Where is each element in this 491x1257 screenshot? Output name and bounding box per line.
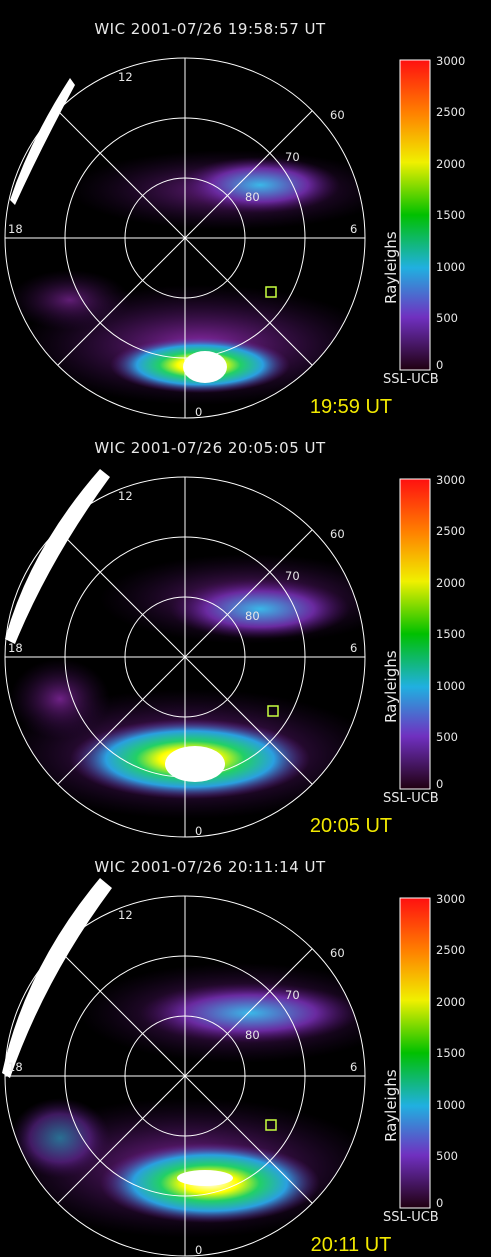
- panel-2: WIC 2001-07/26 20:05:05 UT 12 0 18 6 60: [0, 419, 491, 838]
- colorbar-tick: 2500: [436, 943, 466, 957]
- colorbar-label: Rayleighs: [382, 231, 400, 304]
- colorbar-tick: 3000: [436, 54, 466, 68]
- limb-glow: [5, 469, 110, 644]
- auroral-image: [4, 469, 431, 838]
- grid-label-midnight: 0: [195, 405, 203, 419]
- colorbar-tick: 2500: [436, 105, 466, 119]
- panel-3: WIC 2001-07/26 20:11:14 UT 12 0 18 6 60: [0, 838, 491, 1257]
- grid-label-lat70: 70: [285, 569, 300, 583]
- panel-title: WIC 2001-07/26 20:05:05 UT: [94, 439, 326, 457]
- auroral-image: [4, 57, 431, 419]
- panel-title: WIC 2001-07/26 20:11:14 UT: [94, 858, 326, 876]
- grid-label-lat80: 80: [245, 1028, 260, 1042]
- grid-label-dawn: 6: [350, 222, 358, 236]
- grid-label-noon: 12: [118, 489, 133, 503]
- grid-label-lat60: 60: [330, 946, 345, 960]
- colorbar-tick: 0: [436, 777, 444, 791]
- colorbar: [399, 59, 431, 371]
- time-label: 20:11 UT: [310, 1234, 392, 1256]
- colorbar-tick: 1500: [436, 1046, 466, 1060]
- colorbar-tick: 2000: [436, 576, 466, 590]
- colorbar-tick: 0: [436, 1196, 444, 1210]
- panel-1: WIC 2001-07/26 19:58:57 UT: [0, 0, 491, 419]
- credit-label: SSL-UCB: [383, 372, 439, 387]
- grid-label-dusk: 18: [8, 222, 23, 236]
- colorbar-tick: 1500: [436, 627, 466, 641]
- limb-glow: [10, 78, 75, 205]
- grid-label-lat70: 70: [285, 150, 300, 164]
- marker-box: [265, 286, 277, 298]
- grid-label-lat60: 60: [330, 527, 345, 541]
- credit-label: SSL-UCB: [383, 791, 439, 806]
- colorbar-tick: 500: [436, 1149, 458, 1163]
- colorbar-tick: 1000: [436, 1098, 466, 1112]
- polar-grid: [4, 476, 366, 838]
- colorbar-tick: 1000: [436, 679, 466, 693]
- grid-label-noon: 12: [118, 70, 133, 84]
- time-label: 19:59 UT: [309, 396, 393, 418]
- grid-label-lat60: 60: [330, 108, 345, 122]
- limb-glow: [2, 878, 112, 1078]
- colorbar-tick: 2500: [436, 524, 466, 538]
- grid-label-lat80: 80: [245, 190, 260, 204]
- colorbar-label: Rayleighs: [382, 650, 400, 723]
- panel-title: WIC 2001-07/26 19:58:57 UT: [94, 20, 326, 38]
- colorbar-tick: 500: [436, 730, 458, 744]
- credit-label: SSL-UCB: [383, 1210, 439, 1225]
- colorbar-tick: 500: [436, 311, 458, 325]
- grid-label-dusk: 18: [8, 641, 23, 655]
- colorbar-tick: 2000: [436, 995, 466, 1009]
- colorbar-label: Rayleighs: [382, 1069, 400, 1142]
- marker-box: [265, 1119, 277, 1131]
- auroral-image: [2, 878, 431, 1257]
- colorbar-tick: 3000: [436, 473, 466, 487]
- grid-label-midnight: 0: [195, 824, 203, 838]
- colorbar-tick: 2000: [436, 157, 466, 171]
- colorbar-tick: 0: [436, 358, 444, 372]
- grid-label-midnight: 0: [195, 1243, 203, 1257]
- grid-label-dawn: 6: [350, 1060, 358, 1074]
- grid-label-dawn: 6: [350, 641, 358, 655]
- colorbar-tick: 1000: [436, 260, 466, 274]
- grid-label-lat80: 80: [245, 609, 260, 623]
- colorbar-tick: 3000: [436, 892, 466, 906]
- time-label: 20:05 UT: [309, 815, 393, 837]
- colorbar-tick: 1500: [436, 208, 466, 222]
- colorbar: [399, 478, 431, 790]
- polar-grid: [4, 895, 366, 1257]
- grid-label-dusk: 18: [8, 1060, 23, 1074]
- grid-label-lat70: 70: [285, 988, 300, 1002]
- polar-grid: [4, 57, 366, 419]
- colorbar: [399, 897, 431, 1209]
- marker-box: [267, 705, 279, 717]
- grid-label-noon: 12: [118, 908, 133, 922]
